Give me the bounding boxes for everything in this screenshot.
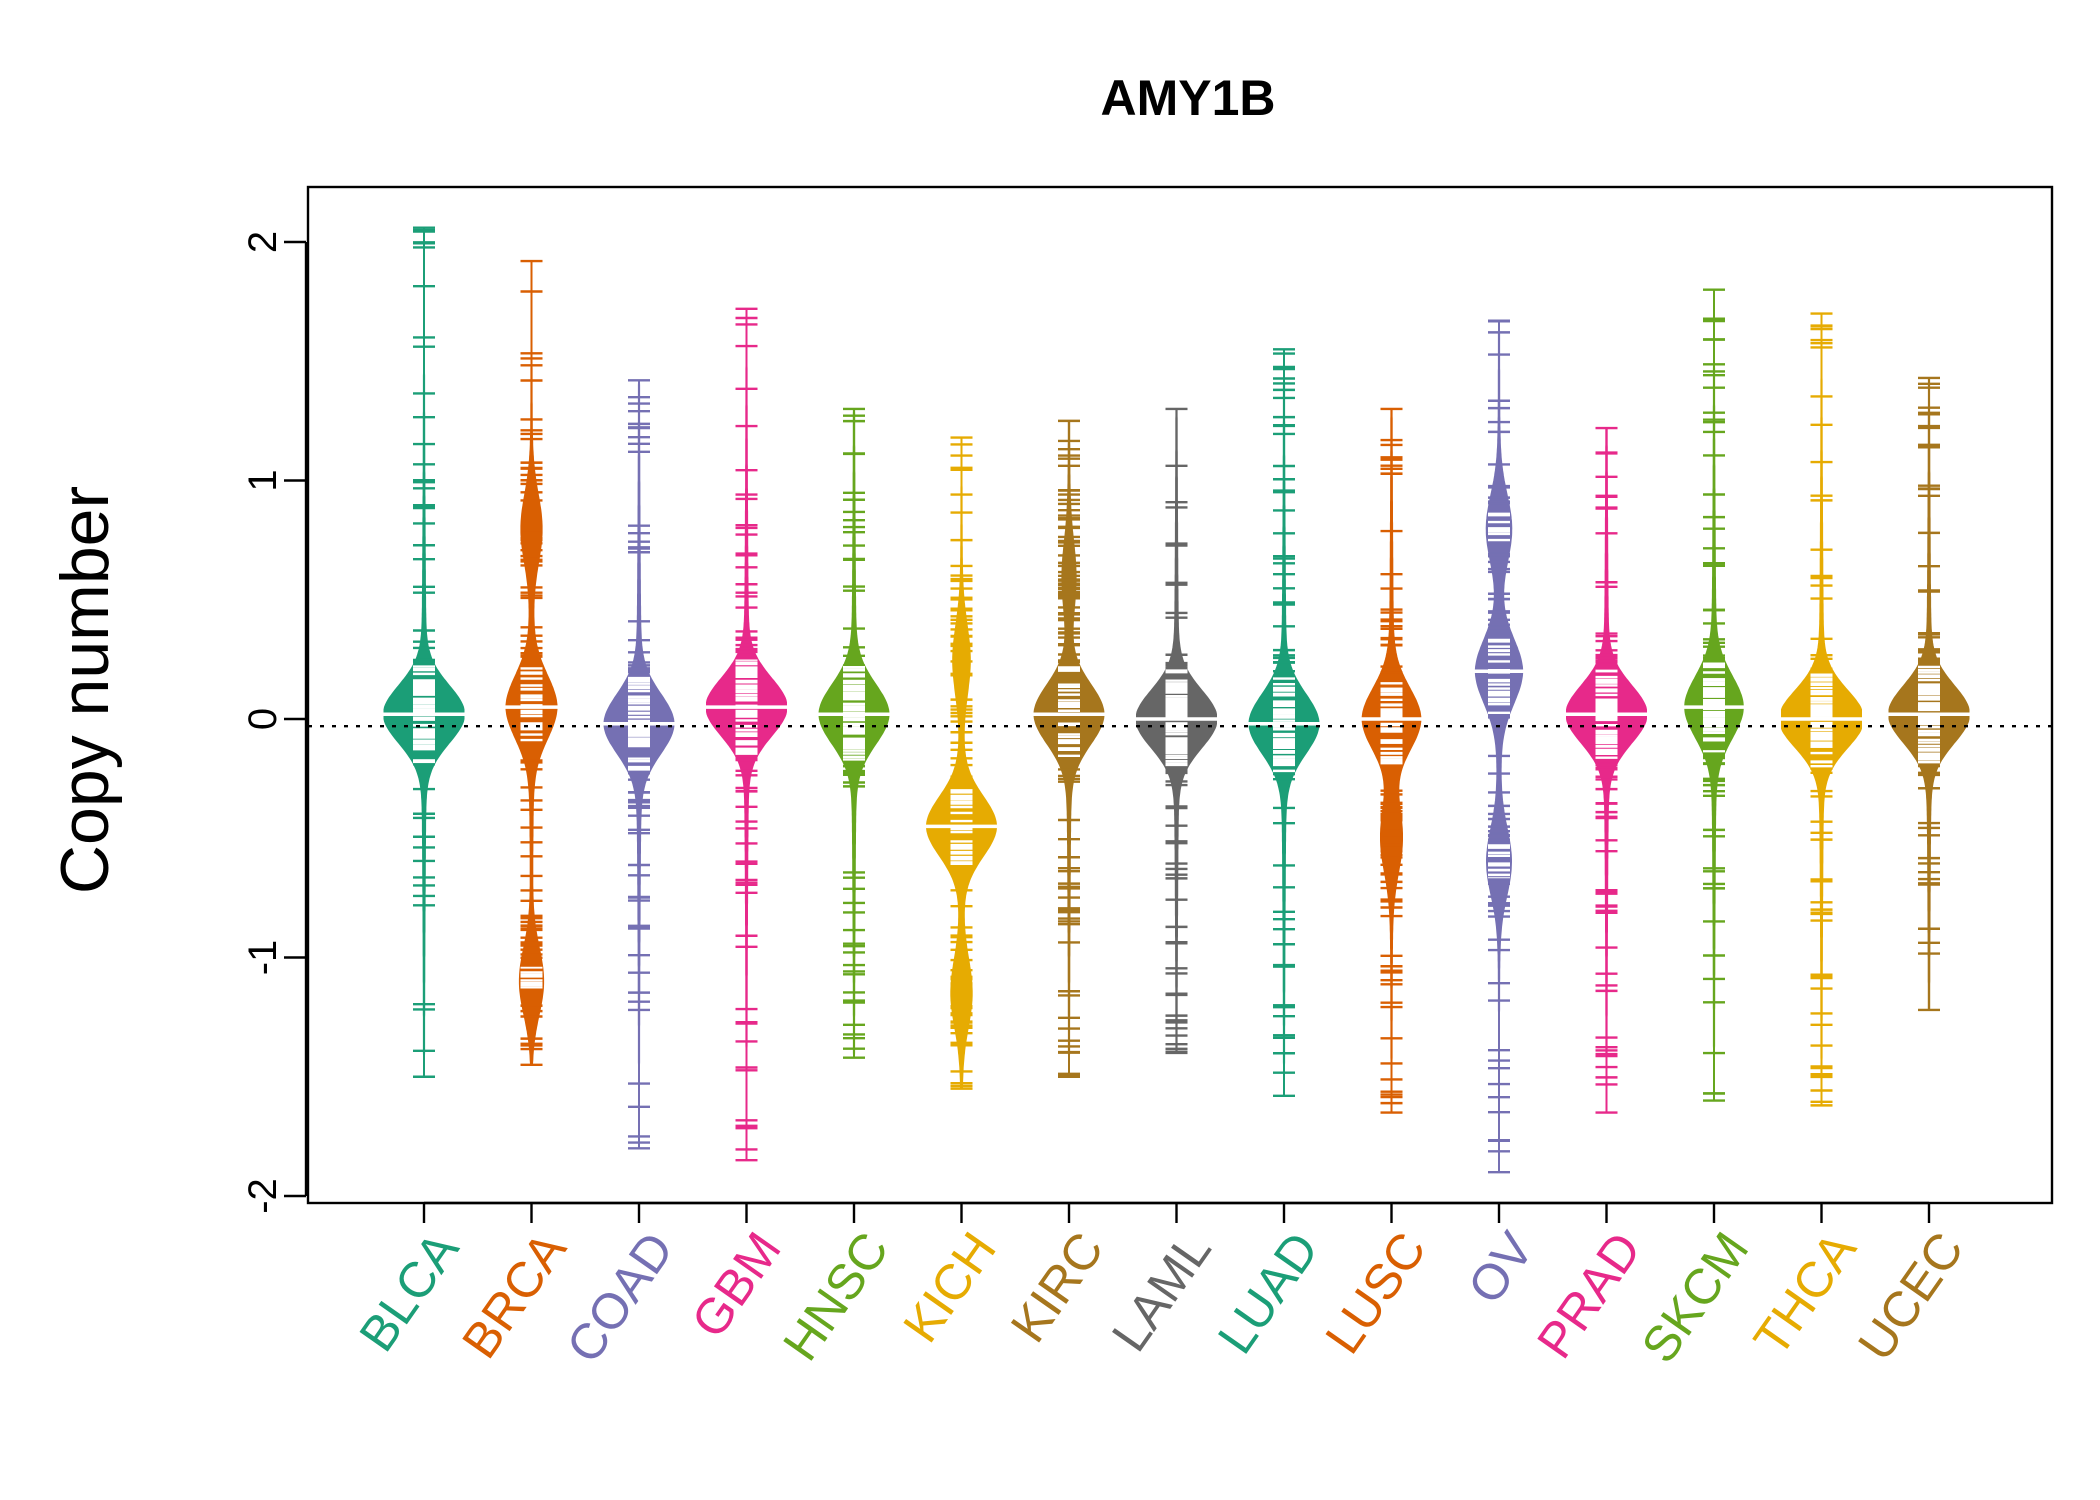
chart-title: AMY1B bbox=[1100, 70, 1275, 126]
y-tick-label: 0 bbox=[241, 708, 285, 730]
x-tick-label: OV bbox=[1457, 1222, 1545, 1314]
bean-blca bbox=[380, 226, 468, 1078]
y-tick-label: -2 bbox=[241, 1178, 285, 1214]
x-tick-label: SKCM bbox=[1631, 1222, 1760, 1372]
bean-ov bbox=[1455, 319, 1543, 1174]
bean-brca bbox=[487, 259, 576, 1067]
y-tick-label: 1 bbox=[241, 469, 285, 491]
bean-skcm bbox=[1670, 288, 1758, 1102]
x-tick-label: LUAD bbox=[1207, 1222, 1329, 1363]
bean-prad bbox=[1562, 426, 1651, 1114]
y-tick-label: -1 bbox=[241, 940, 285, 976]
x-tick-label: KICH bbox=[892, 1222, 1006, 1352]
bean-ucec bbox=[1885, 376, 1973, 1012]
bean-gbm bbox=[702, 307, 791, 1162]
x-tick-label: LUSC bbox=[1314, 1222, 1436, 1363]
x-tick-label: KIRC bbox=[1000, 1222, 1114, 1352]
y-axis-label: Copy number bbox=[47, 486, 123, 894]
x-tick-label: HNSC bbox=[772, 1222, 899, 1370]
bean-luad bbox=[1240, 348, 1328, 1098]
x-tick-label: PRAD bbox=[1526, 1222, 1652, 1368]
bean-kich bbox=[917, 436, 1006, 1090]
x-tick-label: COAD bbox=[556, 1222, 685, 1372]
bean-lusc bbox=[1347, 407, 1436, 1114]
beans bbox=[380, 226, 1973, 1174]
bean-coad bbox=[595, 379, 683, 1150]
y-axis: -2 -1 0 1 2 bbox=[241, 231, 308, 1214]
x-tick-label: BRCA bbox=[451, 1222, 577, 1368]
x-tick-label: BLCA bbox=[349, 1222, 470, 1362]
x-tick-label: GBM bbox=[681, 1222, 792, 1347]
x-tick-label: UCEC bbox=[1847, 1222, 1974, 1370]
bean-hnsc bbox=[810, 407, 898, 1059]
bean-thca bbox=[1777, 312, 1866, 1107]
y-tick-label: 2 bbox=[241, 231, 285, 253]
bean-laml bbox=[1132, 407, 1221, 1055]
x-tick-label: LAML bbox=[1101, 1222, 1222, 1361]
x-tick-label: THCA bbox=[1743, 1222, 1867, 1366]
bean-kirc bbox=[1025, 419, 1113, 1078]
